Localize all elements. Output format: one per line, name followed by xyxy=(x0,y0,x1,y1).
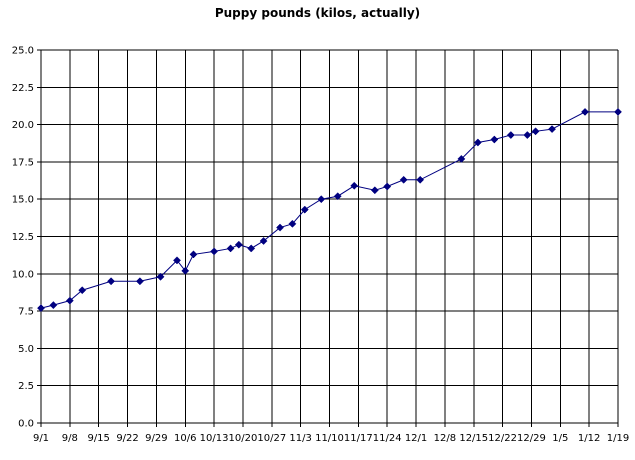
data-point-marker xyxy=(350,181,359,190)
x-tick-label: 10/13 xyxy=(200,433,229,444)
x-tick-label: 12/1 xyxy=(405,433,427,444)
y-tick-label: 10.0 xyxy=(12,269,34,280)
y-tick-label: 17.5 xyxy=(12,157,34,168)
data-point-marker xyxy=(107,277,116,286)
x-tick-label: 12/15 xyxy=(459,433,488,444)
x-tick-label: 12/29 xyxy=(517,433,546,444)
data-point-marker xyxy=(156,272,165,281)
x-tick-label: 10/6 xyxy=(174,433,196,444)
y-tick-label: 0.0 xyxy=(18,419,34,430)
data-point-marker xyxy=(276,223,284,232)
x-tick-label: 10/20 xyxy=(229,433,258,444)
data-point-marker xyxy=(523,131,532,139)
data-point-marker xyxy=(506,131,515,139)
data-point-marker xyxy=(173,256,181,265)
series-line xyxy=(40,111,618,309)
y-tick-label: 22.5 xyxy=(12,83,34,94)
x-tick-label: 10/27 xyxy=(257,433,286,444)
data-point-marker xyxy=(189,250,198,259)
data-point-marker xyxy=(288,219,297,228)
y-tick-label: 15.0 xyxy=(12,195,34,206)
y-tick-label: 20.0 xyxy=(12,120,34,131)
data-point-marker xyxy=(37,304,45,313)
x-tick-label: 11/17 xyxy=(344,433,373,444)
data-point-marker xyxy=(300,205,309,214)
data-point-marker xyxy=(65,296,74,305)
data-point-marker xyxy=(226,244,235,253)
x-tick-label: 1/19 xyxy=(607,433,629,444)
x-tick-label: 9/29 xyxy=(145,433,167,444)
data-point-marker xyxy=(78,286,87,295)
data-point-marker xyxy=(135,277,144,286)
data-point-marker xyxy=(548,125,557,134)
data-point-marker xyxy=(416,175,425,184)
y-tick-label: 7.5 xyxy=(18,307,34,318)
data-point-marker xyxy=(234,240,243,249)
data-series xyxy=(37,107,622,313)
data-point-marker xyxy=(581,107,589,116)
y-tick-label: 5.0 xyxy=(18,344,34,355)
data-point-marker xyxy=(531,127,540,136)
axes xyxy=(37,49,619,427)
y-tick-label: 25.0 xyxy=(12,46,34,57)
gridlines xyxy=(40,49,619,424)
data-point-marker xyxy=(490,135,499,144)
data-point-marker xyxy=(210,247,219,256)
x-tick-label: 1/5 xyxy=(552,433,568,444)
x-tick-label: 11/3 xyxy=(289,433,311,444)
data-point-marker xyxy=(259,237,268,245)
data-point-marker xyxy=(247,244,256,253)
data-point-marker xyxy=(614,107,622,116)
x-tick-label: 11/10 xyxy=(315,433,344,444)
x-tick-label: 12/22 xyxy=(488,433,517,444)
data-point-marker xyxy=(181,266,190,275)
x-tick-label: 9/8 xyxy=(62,433,78,444)
x-tick-label: 12/8 xyxy=(434,433,456,444)
y-tick-label: 12.5 xyxy=(12,232,34,243)
data-point-marker xyxy=(317,195,326,204)
data-point-marker xyxy=(370,186,379,195)
data-point-marker xyxy=(383,182,392,191)
y-axis-tick-labels: 0.0 2.5 5.0 7.5 10.0 12.5 15.0 17.5 20.0 22.5 25.0 xyxy=(12,46,34,430)
x-axis-tick-labels: 9/1 9/8 9/15 9/22 9/29 10/6 10/13 10/20 10/27 11/… xyxy=(33,433,629,444)
x-tick-label: 11/24 xyxy=(373,433,402,444)
data-point-marker xyxy=(457,154,466,163)
y-tick-label: 2.5 xyxy=(18,381,34,392)
chart-title: Puppy pounds (kilos, actually) xyxy=(214,6,421,20)
data-point-marker xyxy=(49,301,58,310)
x-tick-label: 1/12 xyxy=(578,433,600,444)
x-tick-label: 9/1 xyxy=(33,433,49,444)
x-tick-label: 9/22 xyxy=(116,433,138,444)
data-point-marker xyxy=(473,138,482,147)
x-tick-label: 9/15 xyxy=(87,433,109,444)
data-point-marker xyxy=(333,192,342,201)
data-point-marker xyxy=(399,175,408,184)
